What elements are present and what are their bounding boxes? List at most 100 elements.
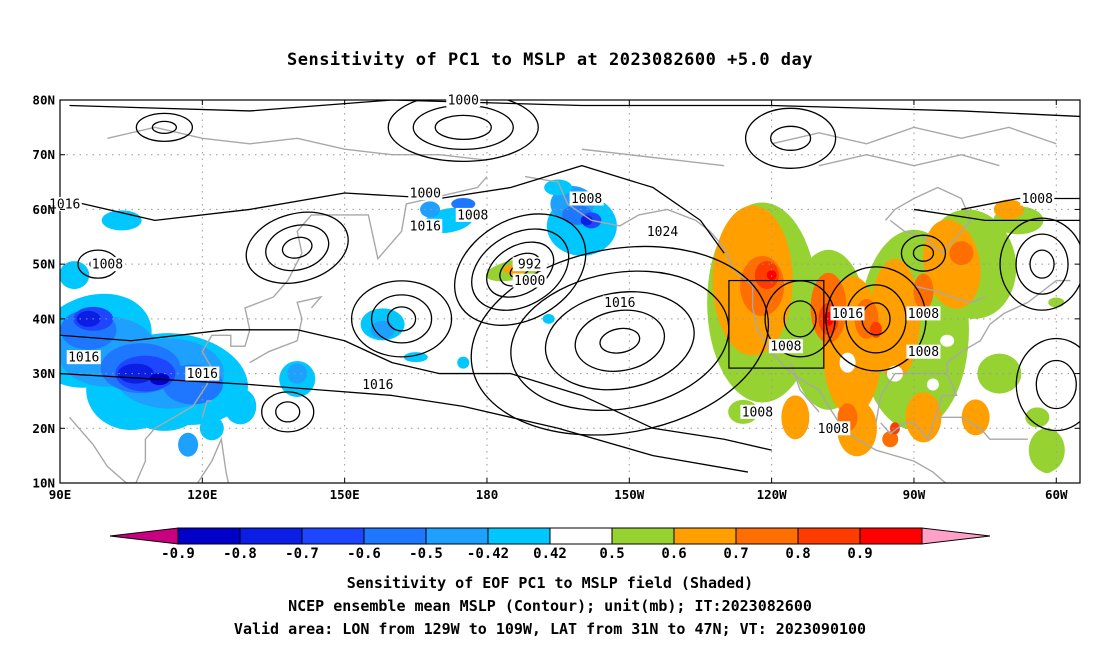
pos-shade [913,273,934,310]
pos-shade [993,199,1024,220]
neg-shade [287,363,308,384]
asia-isobar [151,120,178,135]
coastline-segment [884,186,972,255]
na-isobar [1035,359,1077,410]
asia-isobar [275,401,301,423]
contour-label: 1016 [408,218,443,234]
contour-label-text: 1008 [770,340,801,355]
lon-tick-label: 90W [903,487,926,502]
na-isobar [999,217,1080,311]
neg-shade [370,320,395,339]
arctic-low-isobar [434,114,492,141]
contour-label-text: 1008 [742,405,773,420]
contour-labels: 1000100010081016992100010161008101610161… [47,93,1055,437]
axis-ticks: 90E 120E 150E 180 150W 120W 90W 60W 80N 70N 60N 50N… [32,93,1080,502]
colorbar-swatch [239,527,303,545]
colorbar-label: 0.8 [785,546,810,562]
colorbar-label: 0.42 [533,546,567,562]
asia-isobar [135,112,194,143]
arctic-low-isobar [412,104,514,151]
colorbar-left-arrow [109,527,179,545]
pos-shade [882,431,899,448]
contour-label: 1008 [569,191,604,207]
colorbar-right-arrow [921,527,991,545]
lon-tick-label: 90E [49,487,72,502]
lat-tick-label: 30N [32,366,55,381]
contour-label: 1008 [906,306,941,322]
contour-label: 1024 [645,224,680,240]
contour-label-text: 1000 [448,94,479,109]
neg-shade [76,310,101,327]
lon-tick-label: 150E [330,487,360,502]
valid-area-box [728,279,825,369]
contour-label: 1000 [446,93,481,109]
long-isobar [961,197,1080,211]
asia-isobar [265,224,330,272]
coastline-icon [68,126,1071,483]
contour-label-text: 1016 [68,351,99,366]
shade-gap [839,352,856,373]
asia-isobar [350,280,453,358]
colorbar-label: -0.42 [467,546,509,562]
contour-label: 1016 [360,377,395,393]
colorbar-swatch [549,527,613,545]
colorbar-swatch [363,527,427,545]
na-isobar [783,300,817,338]
coastline-segment [937,416,1028,440]
neg-shade [403,352,428,363]
long-isobar [60,372,749,473]
colorbar-label: -0.5 [409,546,443,562]
lat-tick-label: 50N [32,257,55,272]
high-isobar [544,291,695,391]
contour-label: 1016 [185,366,220,382]
asia-isobar [261,391,315,433]
coastline-segment [581,148,725,167]
high-isobar [574,309,666,372]
contour-label: 1000 [512,273,547,289]
high-isobar [470,245,770,436]
colorbar-label: -0.7 [285,546,319,562]
na-isobar [912,244,935,262]
high-isobar [599,327,641,354]
long-isobar [69,100,1080,118]
na-isobar [744,107,837,169]
contour-label-text: 1008 [818,422,849,437]
coastline-segment [875,372,948,423]
coastline-segment [68,176,488,483]
colorbar-label: 0.5 [599,546,624,562]
arctic-low-isobar [387,100,539,162]
colorbar-swatch [301,527,365,545]
contour-label-text: 1008 [457,208,488,223]
colorbar-swatch [425,527,489,545]
contour-label-text: 1016 [410,219,441,234]
contour-label: 1000 [408,186,443,202]
neg-shade [544,179,573,196]
neg-shade [60,261,90,290]
colorbar-label: 0.6 [661,546,686,562]
contour-label: 1016 [602,295,637,311]
lon-tick-label: 180 [476,487,499,502]
caption-line-2: NCEP ensemble mean MSLP (Contour); unit(… [288,597,812,615]
asia-isobar [386,306,417,332]
contour-label-text: 1024 [647,225,678,240]
neg-shade [580,215,593,226]
rectangle-icon [728,279,825,369]
colorbar-swatch [797,527,861,545]
neg-shade [451,197,476,210]
coastline-segment [196,436,230,483]
pos-shade [961,399,990,436]
shade-gap [926,378,939,391]
caption-line-1: Sensitivity of EOF PC1 to MSLP field (Sh… [346,574,754,592]
asia-isobar [281,236,313,259]
mslp-contours [60,100,1080,473]
lon-tick-label: 120W [757,487,788,502]
contour-label-text: 1016 [187,367,218,382]
contour-label-text: 1016 [49,197,80,212]
contour-label-text: 1016 [832,307,863,322]
pos-shade [977,353,1022,394]
contour-label-text: 1000 [410,187,441,202]
long-isobar [60,165,725,254]
na-isobar [1015,337,1080,432]
contour-label-text: 1008 [1022,192,1053,207]
colorbar-label: -0.8 [223,546,257,562]
